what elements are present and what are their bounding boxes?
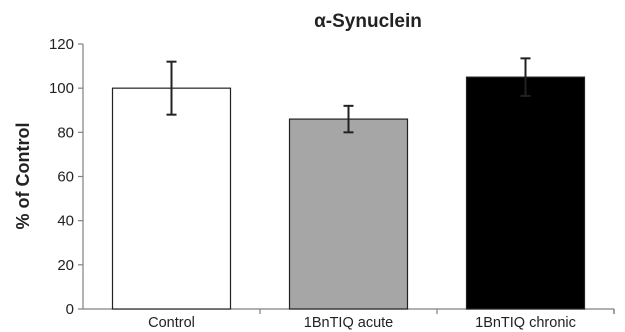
y-tick-label: 100 [49,80,74,97]
x-tick-label: Control [148,315,195,331]
chart-title: α-Synuclein [314,11,422,32]
x-tick-label: 1BnTIQ acute [304,315,393,331]
y-tick-label: 60 [57,169,74,186]
y-tick-label: 20 [57,257,74,274]
y-tick-label: 120 [49,36,74,53]
bar-1bntiq-chronic [465,76,586,310]
x-tick-label: 1BnTIQ chronic [475,315,576,331]
bar-1bntiq-acute [288,118,409,310]
y-tick-label: 0 [66,301,74,318]
plot-area: 0 20 40 60 80 100 120 Control 1BnTIQ acute 1BnTIQ… [49,36,615,331]
y-tick-label: 80 [57,124,74,141]
y-axis-label: % of Control [13,123,33,230]
bar-control [111,87,232,310]
y-tick-label: 40 [57,213,74,230]
